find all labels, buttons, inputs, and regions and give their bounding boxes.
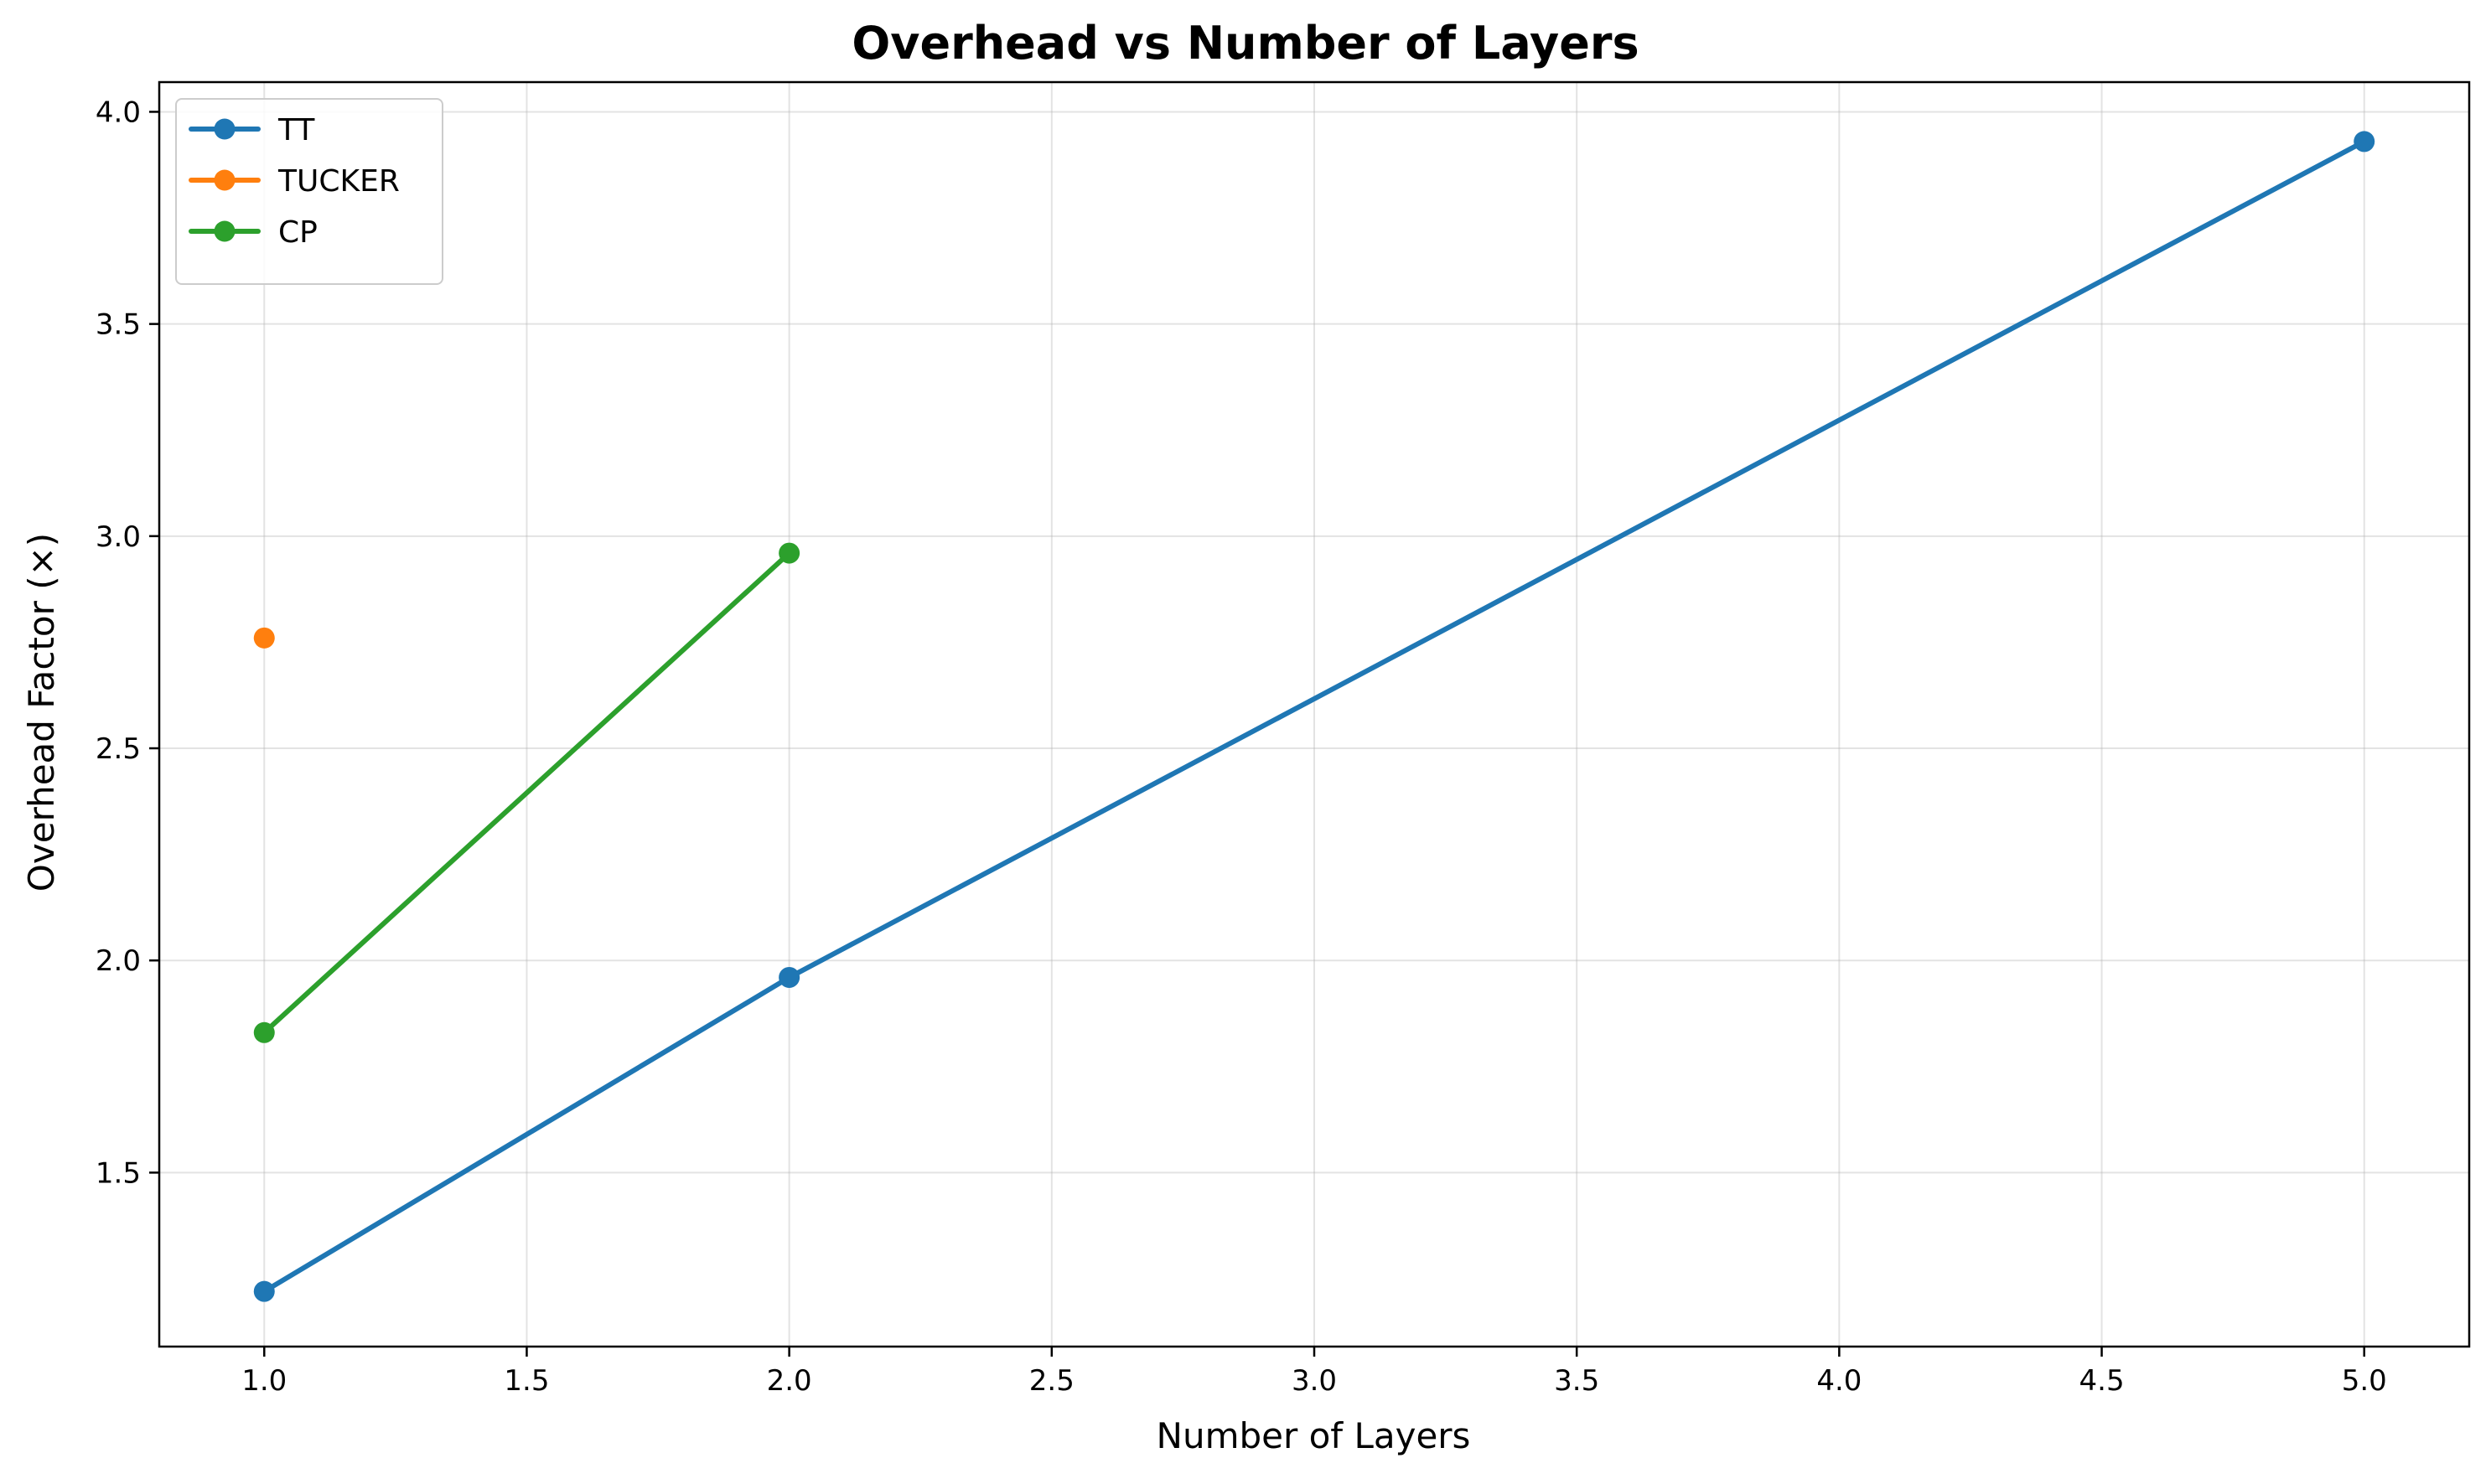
y-tick-label: 4.0 <box>96 96 141 129</box>
series-cp <box>253 542 800 1043</box>
grid <box>159 82 2469 1347</box>
x-tick-label: 5.0 <box>2342 1364 2387 1398</box>
legend-item-tt: TT <box>189 113 315 147</box>
legend-label-cp: CP <box>278 215 318 250</box>
x-tick-label: 2.5 <box>1029 1364 1075 1398</box>
series-tucker <box>253 627 275 649</box>
x-tick-label: 2.0 <box>767 1364 812 1398</box>
y-tick-label: 2.0 <box>96 944 141 978</box>
series-layer <box>253 131 2375 1302</box>
y-tick-label: 2.5 <box>96 732 141 766</box>
legend-item-tucker: TUCKER <box>189 164 400 199</box>
data-point-tucker <box>253 627 275 649</box>
data-point-cp <box>253 1021 275 1043</box>
x-tick-label: 4.5 <box>2079 1364 2125 1398</box>
x-axis-ticks: 1.0 1.5 2.0 2.5 3.0 3.5 4.0 4.5 5.0 <box>241 1347 2387 1398</box>
x-tick-label: 4.0 <box>1816 1364 1862 1398</box>
x-tick-label: 3.0 <box>1292 1364 1337 1398</box>
legend-label-tucker: TUCKER <box>277 164 400 199</box>
series-tt <box>253 131 2375 1302</box>
x-axis-label: Number of Layers <box>1157 1415 1471 1456</box>
data-point-tt <box>253 1280 275 1302</box>
data-point-cp <box>779 542 800 564</box>
y-tick-label: 1.5 <box>96 1156 141 1190</box>
legend-box <box>175 98 443 285</box>
legend-item-cp: CP <box>189 215 318 250</box>
legend-marker-cp <box>214 220 236 242</box>
legend: TT TUCKER CP <box>175 98 443 285</box>
y-tick-label: 3.5 <box>96 308 141 342</box>
legend-marker-tucker <box>214 169 236 191</box>
y-axis-label: Overhead Factor (×) <box>21 533 62 892</box>
data-point-tt <box>779 966 800 988</box>
chart-title: Overhead vs Number of Layers <box>852 17 1639 70</box>
legend-marker-tt <box>214 118 236 140</box>
y-axis-ticks: 1.5 2.0 2.5 3.0 3.5 4.0 <box>96 96 159 1190</box>
data-point-tt <box>2354 131 2375 153</box>
x-tick-label: 1.5 <box>504 1364 549 1398</box>
y-tick-label: 3.0 <box>96 520 141 554</box>
x-tick-label: 1.0 <box>241 1364 287 1398</box>
series-line-cp <box>262 551 792 1036</box>
legend-label-tt: TT <box>277 113 315 147</box>
x-tick-label: 3.5 <box>1554 1364 1599 1398</box>
